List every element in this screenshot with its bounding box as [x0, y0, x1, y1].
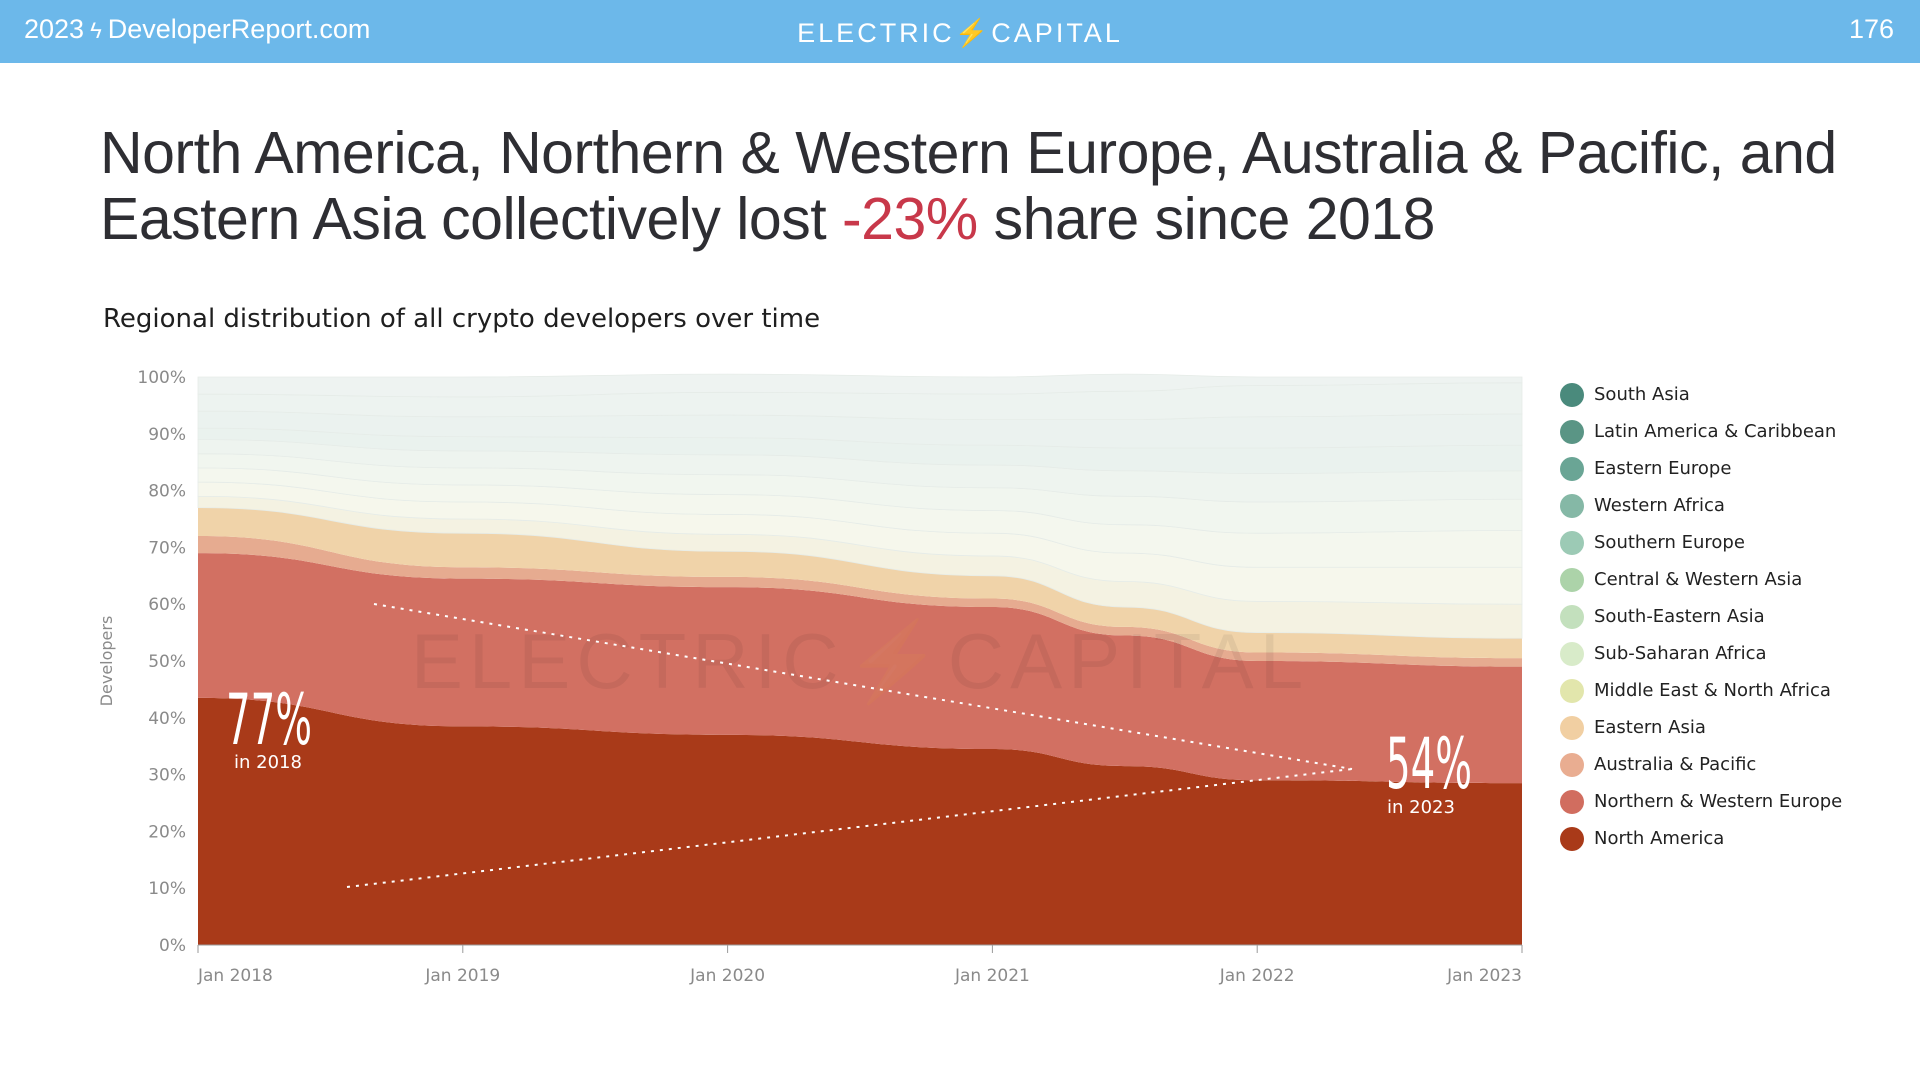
y-tick-label: 10%: [148, 879, 186, 899]
legend-label: Western Africa: [1594, 495, 1725, 516]
y-tick-label: 0%: [159, 936, 186, 956]
legend-label: Latin America & Caribbean: [1594, 421, 1837, 442]
chart-legend: South Asia Latin America & Caribbean Easte…: [1560, 376, 1842, 857]
y-tick-label: 100%: [137, 368, 186, 388]
y-axis: 0% 10% 20% 30% 40% 50% 60% 70% 80% 90% 100%: [137, 368, 186, 956]
legend-swatch: [1560, 382, 1584, 407]
area-eastern-asia: [198, 507, 1522, 659]
legend-item: Southern Europe: [1560, 524, 1842, 561]
legend-item: Latin America & Caribbean: [1560, 413, 1842, 450]
y-tick-label: 30%: [148, 766, 186, 786]
legend-swatch: [1560, 604, 1584, 629]
legend-item: Eastern Asia: [1560, 709, 1842, 746]
x-tick-label: Jan 2022: [1219, 966, 1295, 986]
legend-item: Northern & Western Europe: [1560, 783, 1842, 820]
legend-label: Eastern Europe: [1594, 458, 1732, 479]
legend-item: Sub-Saharan Africa: [1560, 635, 1842, 672]
legend-label: North America: [1594, 828, 1725, 849]
x-tick-label: Jan 2020: [689, 966, 765, 986]
legend-item: Australia & Pacific: [1560, 746, 1842, 783]
callout-2018-value: 77%: [226, 679, 312, 761]
title-accent-value: -23%: [842, 186, 978, 252]
legend-label: Central & Western Asia: [1594, 569, 1803, 590]
legend-label: Eastern Asia: [1594, 717, 1706, 738]
header-bar: 2023 ϟ DeveloperReport.com ELECTRIC⚡CAPITA…: [0, 0, 1920, 63]
y-tick-label: 20%: [148, 822, 186, 842]
legend-item: North America: [1560, 820, 1842, 857]
legend-item: Central & Western Asia: [1560, 561, 1842, 598]
y-tick-label: 50%: [148, 652, 186, 672]
legend-item: South-Eastern Asia: [1560, 598, 1842, 635]
legend-label: Northern & Western Europe: [1594, 791, 1843, 812]
legend-swatch: [1560, 419, 1584, 444]
report-year: 2023: [24, 14, 85, 44]
y-tick-label: 40%: [148, 709, 186, 729]
legend-swatch: [1560, 715, 1584, 740]
y-tick-label: 60%: [148, 595, 186, 615]
legend-swatch: [1560, 530, 1584, 555]
x-tick-label: Jan 2021: [954, 966, 1030, 986]
page-number: 176: [1848, 14, 1894, 44]
legend-swatch: [1560, 678, 1584, 703]
area-layers: [197, 373, 1523, 945]
trend-line-upper: [373, 603, 1353, 770]
legend-item: South Asia: [1560, 376, 1842, 413]
lightning-bolt-icon: ϟ: [90, 18, 102, 43]
brand-logo: ELECTRIC⚡CAPITAL: [797, 18, 1123, 48]
report-site-link[interactable]: 2023 ϟ DeveloperReport.com: [24, 14, 370, 45]
legend-swatch: [1560, 493, 1584, 518]
trend-line-lower: [346, 768, 1353, 888]
callout-2018-caption: in 2018: [234, 752, 302, 773]
legend-swatch: [1560, 456, 1584, 481]
legend-swatch: [1560, 826, 1584, 851]
legend-label: Australia & Pacific: [1594, 754, 1757, 775]
legend-swatch: [1560, 752, 1584, 777]
x-tick-label: Jan 2018: [197, 966, 273, 986]
legend-item: Eastern Europe: [1560, 450, 1842, 487]
page-title: North America, Northern & Western Europe…: [100, 120, 1880, 252]
chart-subtitle: Regional distribution of all crypto deve…: [103, 304, 821, 334]
title-text-start: North America, Northern & Western Europe…: [100, 120, 1837, 252]
x-tick-label: Jan 2019: [424, 966, 500, 986]
legend-label: South Asia: [1594, 384, 1690, 405]
callout-2023-caption: in 2023: [1387, 797, 1455, 818]
area-south-asia: [197, 373, 1523, 398]
watermark: ELECTRIC⚡CAPITAL: [411, 617, 1309, 708]
y-tick-label: 90%: [148, 425, 186, 445]
y-axis-label: Developers: [97, 616, 116, 707]
area-northern-western-europe: [198, 553, 1522, 784]
y-tick-label: 80%: [148, 482, 186, 502]
area-australia-pacific: [198, 536, 1522, 667]
legend-item: Middle East & North Africa: [1560, 672, 1842, 709]
x-axis: Jan 2018 Jan 2019 Jan 2020 Jan 2021 Jan 2022…: [197, 944, 1523, 986]
legend-label: Southern Europe: [1594, 532, 1745, 553]
legend-swatch: [1560, 567, 1584, 592]
y-tick-label: 70%: [148, 538, 186, 558]
annotations: 77%in 2018 54%in 2023: [226, 603, 1472, 888]
x-tick-label: Jan 2023: [1446, 966, 1522, 986]
legend-item: Western Africa: [1560, 487, 1842, 524]
legend-label: South-Eastern Asia: [1594, 606, 1765, 627]
callout-2023-value: 54%: [1386, 723, 1472, 805]
legend-label: Middle East & North Africa: [1594, 680, 1831, 701]
report-site: DeveloperReport.com: [107, 14, 371, 44]
title-text-end: share since 2018: [977, 186, 1436, 252]
legend-swatch: [1560, 641, 1584, 666]
legend-swatch: [1560, 789, 1584, 814]
legend-label: Sub-Saharan Africa: [1594, 643, 1767, 664]
area-north-america: [198, 697, 1522, 945]
